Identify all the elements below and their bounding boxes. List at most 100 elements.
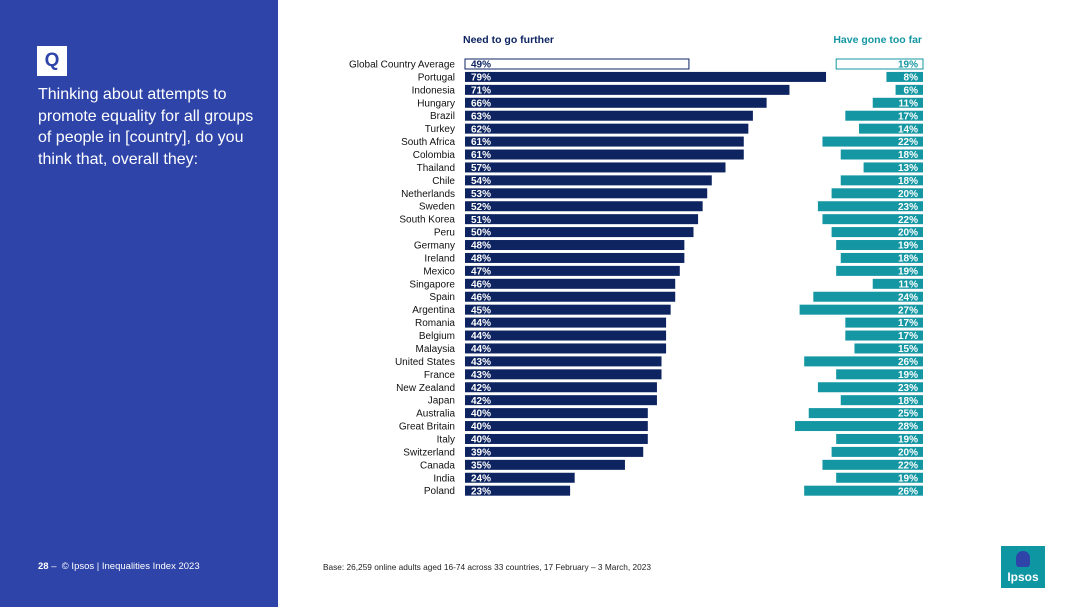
base-note: Base: 26,259 online adults aged 16-74 ac… [323,562,651,572]
category-label-mexico: Mexico [423,266,455,277]
value-gone-too-far-netherlands: 20% [898,189,918,200]
bar-need-further-turkey [465,123,749,134]
bar-need-further-japan [465,395,657,406]
bar-need-further-hungary [465,97,767,108]
value-need-further-south-korea: 51% [471,215,491,226]
value-need-further-romania: 44% [471,318,491,329]
value-need-further-ireland: 48% [471,254,491,265]
bar-need-further-singapore [465,278,676,289]
category-label-portugal: Portugal [418,72,455,83]
bar-gone-too-far-france [836,369,923,380]
category-label-italy: Italy [437,434,455,445]
ipsos-logo: Ipsos [1001,546,1045,588]
value-need-further-belgium: 44% [471,331,491,342]
value-gone-too-far-india: 19% [898,473,918,484]
category-label-great-britain: Great Britain [399,422,455,433]
bar-need-further-new-zealand [465,382,657,393]
value-need-further-singapore: 46% [471,279,491,290]
value-gone-too-far-sweden: 23% [898,202,918,213]
category-label-spain: Spain [429,292,455,303]
value-gone-too-far-portugal: 8% [904,73,919,84]
bar-need-further-great-britain [465,421,648,432]
value-need-further-japan: 42% [471,396,491,407]
value-gone-too-far-new-zealand: 23% [898,383,918,394]
category-label-india: India [433,473,455,484]
bar-gone-too-far-belgium [845,330,923,341]
legend-have-gone-too-far: Have gone too far [833,34,922,46]
value-gone-too-far-romania: 17% [898,318,918,329]
category-label-south-africa: South Africa [401,137,455,148]
category-label-united-states: United States [395,357,455,368]
bar-gone-too-far-chile [840,175,923,186]
value-need-further-united-states: 43% [471,357,491,368]
bar-gone-too-far-switzerland [831,446,923,457]
category-label-chile: Chile [432,176,455,187]
value-gone-too-far-argentina: 27% [898,305,918,316]
bar-gone-too-far-australia [808,408,923,419]
category-label-singapore: Singapore [409,279,455,290]
value-need-further-india: 24% [471,473,491,484]
bar-gone-too-far-spain [813,291,923,302]
value-need-further-switzerland: 39% [471,448,491,459]
value-gone-too-far-global-country-average: 19% [898,60,918,71]
value-need-further-great-britain: 40% [471,422,491,433]
bar-need-further-germany [465,240,685,251]
bar-need-further-mexico [465,265,680,276]
value-gone-too-far-switzerland: 20% [898,448,918,459]
category-label-germany: Germany [414,241,455,252]
bar-need-further-australia [465,408,648,419]
value-need-further-canada: 35% [471,460,491,471]
bar-need-further-colombia [465,149,744,160]
category-label-france: France [424,370,456,381]
bar-gone-too-far-colombia [840,149,923,160]
bar-need-further-argentina [465,304,671,315]
question-badge: Q [37,46,67,76]
value-need-further-spain: 46% [471,292,491,303]
value-gone-too-far-canada: 22% [898,460,918,471]
bar-gone-too-far-sweden [817,201,923,212]
bar-gone-too-far-japan [840,395,923,406]
value-gone-too-far-turkey: 14% [898,124,918,135]
bar-gone-too-far-portugal [886,71,923,82]
bar-gone-too-far-indonesia [895,84,923,95]
category-label-sweden: Sweden [419,202,455,213]
question-panel: Q Thinking about attempts to promote equ… [0,0,278,607]
bar-need-further-peru [465,227,694,238]
value-need-further-indonesia: 71% [471,85,491,96]
value-need-further-colombia: 61% [471,150,491,161]
value-need-further-poland: 23% [471,486,491,497]
bar-gone-too-far-turkey [859,123,923,134]
category-label-brazil: Brazil [430,111,455,122]
bar-need-further-spain [465,291,676,302]
category-label-australia: Australia [416,409,455,420]
bar-gone-too-far-netherlands [831,188,923,199]
value-gone-too-far-belgium: 17% [898,331,918,342]
category-label-japan: Japan [428,396,455,407]
value-need-further-argentina: 45% [471,305,491,316]
bar-gone-too-far-new-zealand [817,382,923,393]
value-need-further-peru: 50% [471,228,491,239]
value-need-further-mexico: 47% [471,266,491,277]
category-label-netherlands: Netherlands [401,189,455,200]
bar-gone-too-far-malaysia [854,343,923,354]
value-need-further-turkey: 62% [471,124,491,135]
bar-gone-too-far-singapore [872,278,923,289]
category-label-ireland: Ireland [424,253,455,264]
bar-gone-too-far-italy [836,433,923,444]
bar-gone-too-far-india [836,472,923,483]
bar-need-further-global-country-average [464,58,690,70]
question-text: Thinking about attempts to promote equal… [38,86,254,168]
bar-gone-too-far-brazil [845,110,923,121]
category-label-colombia: Colombia [413,150,456,161]
bar-need-further-united-states [465,356,662,367]
bar-need-further-thailand [465,162,726,173]
value-gone-too-far-peru: 20% [898,228,918,239]
bar-need-further-indonesia [465,84,790,95]
value-need-further-new-zealand: 42% [471,383,491,394]
value-need-further-australia: 40% [471,409,491,420]
category-label-indonesia: Indonesia [412,85,456,96]
value-gone-too-far-indonesia: 6% [904,85,919,96]
diverging-bar-chart: Need to go further Have gone too far Glo… [349,34,924,497]
value-need-further-italy: 40% [471,435,491,446]
value-gone-too-far-mexico: 19% [898,266,918,277]
